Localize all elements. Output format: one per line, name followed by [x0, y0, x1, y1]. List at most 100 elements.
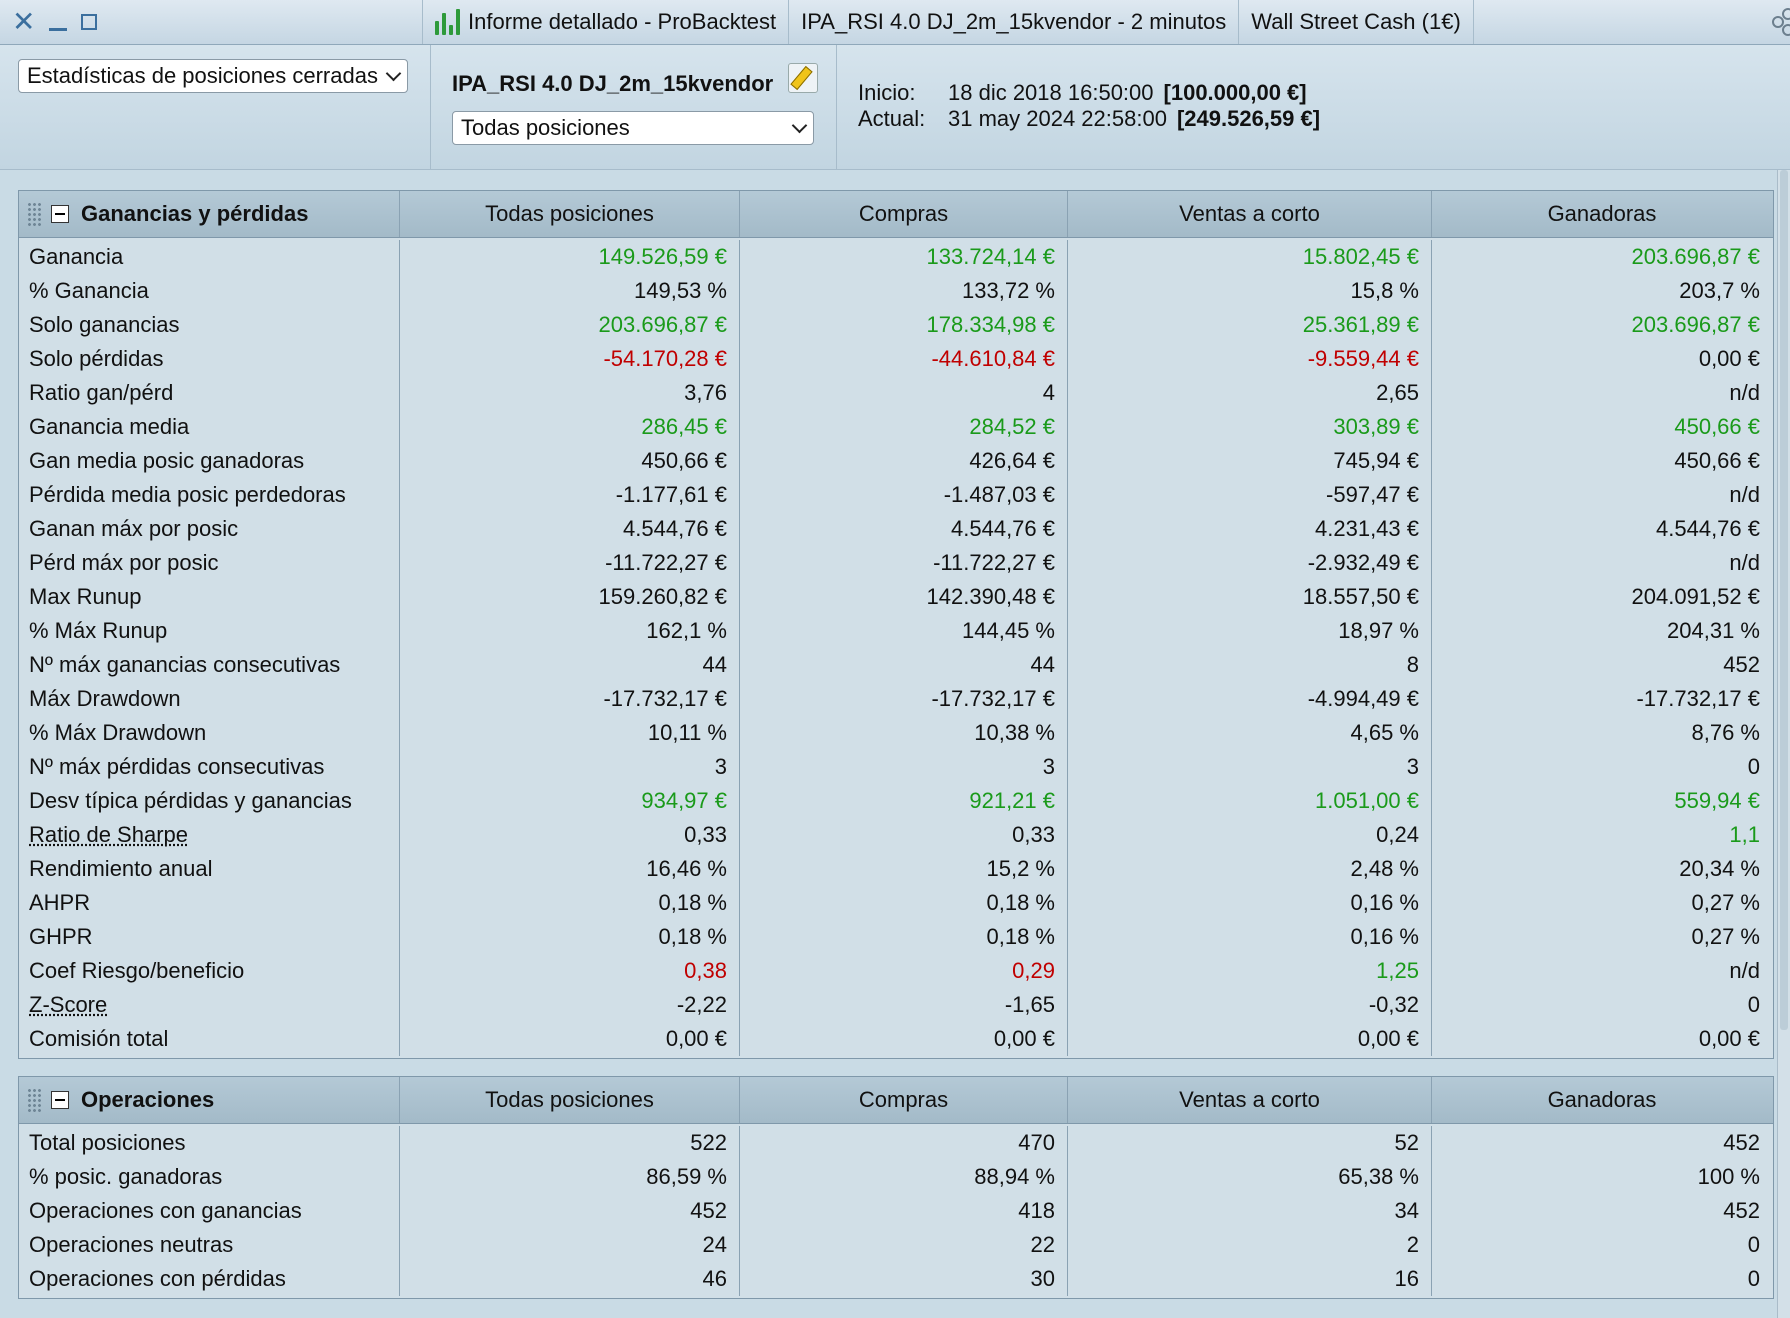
- table-cell: 0,18 %: [740, 920, 1068, 954]
- table-row: Coef Riesgo/beneficio 0,38 0,29 1,25 n/d: [19, 954, 1773, 988]
- table-cell: 0: [1747, 1232, 1760, 1257]
- vertical-scrollbar[interactable]: [1777, 170, 1790, 1318]
- drag-handle-icon[interactable]: [27, 202, 41, 226]
- positions-select[interactable]: Todas posiciones: [452, 111, 814, 145]
- table-cell: 0,16 %: [1068, 920, 1432, 954]
- table-row: Solo ganancias 203.696,87 €178.334,98 €25…: [19, 308, 1773, 342]
- row-label-text: Nº máx pérdidas consecutivas: [29, 754, 325, 779]
- table-cell: -2.932,49 €: [1068, 546, 1432, 580]
- table-row: Pérd máx por posic -11.722,27 € -11.722,27…: [19, 546, 1773, 580]
- column-header: Ganadoras: [1547, 1087, 1657, 1112]
- stats-type-select[interactable]: Estadísticas de posiciones cerradas: [18, 59, 408, 93]
- row-label-text: % Ganancia: [29, 278, 149, 303]
- table-cell: 921,21 €: [740, 784, 1068, 818]
- table-cell: 86,59 %: [400, 1160, 740, 1194]
- row-label-text: Máx Drawdown: [29, 686, 181, 711]
- row-label: Ganan máx por posic: [19, 512, 400, 546]
- table-cell: 100 %: [1697, 1164, 1760, 1189]
- table-cell: -1,65: [740, 988, 1068, 1022]
- candlestick-icon: [435, 9, 460, 35]
- drag-handle-icon[interactable]: [27, 1088, 41, 1112]
- column-header: Todas posiciones: [400, 1077, 740, 1123]
- tab-report[interactable]: Informe detallado - ProBacktest: [422, 0, 790, 44]
- row-label-text[interactable]: Z-Score: [29, 992, 108, 1017]
- tab-system-label: IPA_RSI 4.0 DJ_2m_15kvendor - 2 minutos: [801, 9, 1227, 34]
- table-cell: 0,33: [400, 818, 740, 852]
- minimize-icon[interactable]: [49, 27, 68, 31]
- table-cell: 25.361,89 €: [1068, 308, 1432, 342]
- edit-icon[interactable]: [788, 63, 818, 93]
- scrollbar-thumb[interactable]: [1780, 170, 1788, 1030]
- table-cell: 162,1 %: [400, 614, 740, 648]
- share-icon[interactable]: [1768, 8, 1790, 36]
- row-label-text: Gan media posic ganadoras: [29, 448, 305, 473]
- collapse-icon[interactable]: [51, 1091, 69, 1109]
- row-label-text: Ganancia media: [29, 414, 190, 439]
- table-cell: 4.231,43 €: [1068, 512, 1432, 546]
- tab-instrument[interactable]: Wall Street Cash (1€): [1239, 0, 1474, 44]
- table-cell: 4.544,76 €: [740, 512, 1068, 546]
- start-capital: [100.000,00 €]: [1163, 80, 1307, 105]
- table-cell: 10,11 %: [400, 716, 740, 750]
- tab-system[interactable]: IPA_RSI 4.0 DJ_2m_15kvendor - 2 minutos: [789, 0, 1240, 44]
- table-cell: n/d: [1729, 958, 1760, 983]
- table-cell: 286,45 €: [400, 410, 740, 444]
- table-cell: -9.559,44 €: [1068, 342, 1432, 376]
- table-row: Ratio gan/pérd 3,76 4 2,65 n/d: [19, 376, 1773, 410]
- row-label-text: Ratio gan/pérd: [29, 380, 174, 405]
- table-cell: 0,27 %: [1691, 924, 1761, 949]
- table-cell: 65,38 %: [1068, 1160, 1432, 1194]
- row-label-text: Ganan máx por posic: [29, 516, 239, 541]
- row-label: GHPR: [19, 920, 400, 954]
- table-cell: 0,00 €: [740, 1022, 1068, 1056]
- system-name: IPA_RSI 4.0 DJ_2m_15kvendor: [452, 71, 774, 96]
- row-label: AHPR: [19, 886, 400, 920]
- row-label: Solo ganancias: [19, 308, 400, 342]
- row-label: Operaciones con ganancias: [19, 1194, 400, 1228]
- section-header: Ganancias y pérdidas Todas posiciones Co…: [19, 191, 1773, 238]
- row-label: Rendimiento anual: [19, 852, 400, 886]
- row-label-text: Pérdida media posic perdedoras: [29, 482, 346, 507]
- tab-instrument-label: Wall Street Cash (1€): [1251, 9, 1461, 34]
- maximize-icon[interactable]: [81, 14, 98, 30]
- column-header: Ganadoras: [1547, 201, 1657, 226]
- table-cell: 15,8 %: [1068, 274, 1432, 308]
- table-cell: 452: [1723, 1130, 1760, 1155]
- collapse-icon[interactable]: [51, 205, 69, 223]
- row-label-text: Ganancia: [29, 244, 124, 269]
- table-row: Z-Score -2,22 -1,65 -0,32 0: [19, 988, 1773, 1022]
- table-row: GHPR 0,18 % 0,18 % 0,16 % 0,27 %: [19, 920, 1773, 954]
- row-label: Ganancia: [19, 240, 400, 274]
- row-label-text: GHPR: [29, 924, 93, 949]
- table-cell: 22: [740, 1228, 1068, 1262]
- table-cell: -0,32: [1068, 988, 1432, 1022]
- row-label-text[interactable]: Ratio de Sharpe: [29, 822, 188, 847]
- table-cell: 2,48 %: [1068, 852, 1432, 886]
- row-label: % Ganancia: [19, 274, 400, 308]
- table-row: Total posiciones 522 470 52 452: [19, 1126, 1773, 1160]
- table-cell: 0: [1747, 754, 1760, 779]
- table-cell: 15,2 %: [740, 852, 1068, 886]
- table-cell: 450,66 €: [400, 444, 740, 478]
- title-bar: ✕ Informe detallado - ProBacktest IPA_RS…: [0, 0, 1790, 45]
- chevron-down-icon: [385, 65, 402, 82]
- table-cell: 0: [1747, 1266, 1760, 1291]
- row-label: Solo pérdidas: [19, 342, 400, 376]
- table-cell: 934,97 €: [400, 784, 740, 818]
- close-icon[interactable]: ✕: [12, 6, 36, 37]
- table-cell: 20,34 %: [1679, 856, 1760, 881]
- table-cell: 1.051,00 €: [1068, 784, 1432, 818]
- table-cell: 426,64 €: [740, 444, 1068, 478]
- row-label[interactable]: Ratio de Sharpe: [19, 818, 400, 852]
- row-label-text: AHPR: [29, 890, 91, 915]
- table-cell: 0,00 €: [1698, 1026, 1760, 1051]
- section-operations: Operaciones Todas posiciones Compras Ven…: [18, 1076, 1774, 1299]
- table-cell: 8: [1068, 648, 1432, 682]
- table-cell: 452: [1723, 1198, 1760, 1223]
- table-cell: 24: [400, 1228, 740, 1262]
- table-cell: 144,45 %: [740, 614, 1068, 648]
- table-cell: 203.696,87 €: [1631, 244, 1760, 269]
- table-cell: 149,53 %: [400, 274, 740, 308]
- table-cell: -17.732,17 €: [740, 682, 1068, 716]
- row-label[interactable]: Z-Score: [19, 988, 400, 1022]
